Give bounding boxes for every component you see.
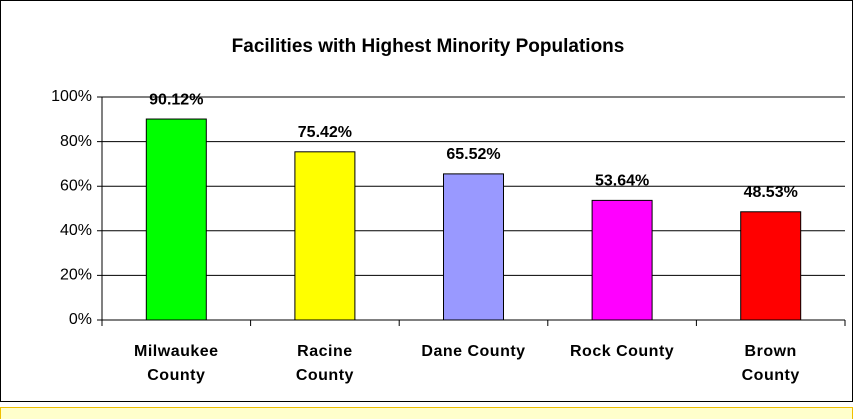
footer-strip <box>0 407 853 419</box>
bar <box>294 151 356 321</box>
x-tick-label: Racine County <box>295 343 354 384</box>
value-label: 53.64% <box>595 173 649 190</box>
chart-frame <box>0 0 853 402</box>
bar <box>591 199 653 321</box>
chart-title: Facilities with Highest Minority Populat… <box>232 36 625 57</box>
y-tick-label: 80% <box>60 133 92 150</box>
y-tick-label: 100% <box>51 88 92 105</box>
x-tick-label: Milwaukee County <box>134 343 219 384</box>
y-tick-label: 20% <box>60 267 92 284</box>
x-tick-label: Brown County <box>741 343 800 384</box>
y-tick-label: 0% <box>69 311 92 328</box>
value-label: 75.42% <box>298 124 352 141</box>
bar <box>443 173 504 321</box>
value-label: 48.53% <box>744 184 798 201</box>
value-label: 90.12% <box>149 91 203 108</box>
y-tick-label: 60% <box>60 177 92 194</box>
x-tick-label: Dane County <box>421 343 526 360</box>
value-label: 65.52% <box>446 146 500 163</box>
y-tick-label: 40% <box>60 222 92 239</box>
bar <box>740 211 802 321</box>
bar <box>145 118 207 321</box>
x-tick-label: Rock County <box>570 343 675 360</box>
